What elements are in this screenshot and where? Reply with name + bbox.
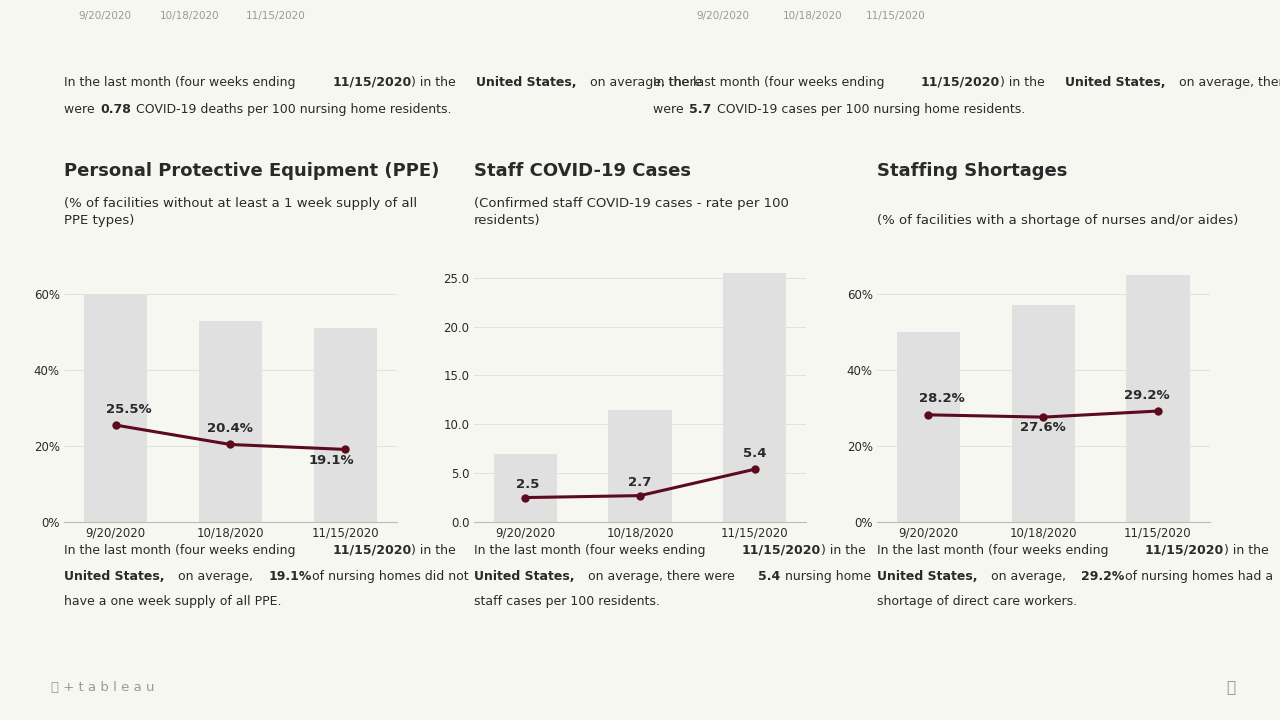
Text: In the last month (four weeks ending: In the last month (four weeks ending — [64, 544, 300, 557]
Text: 5.7: 5.7 — [689, 103, 712, 116]
Text: 11/15/2020: 11/15/2020 — [333, 544, 411, 557]
Text: United States,: United States, — [64, 570, 165, 582]
Text: United States,: United States, — [474, 570, 575, 582]
Text: United States,: United States, — [1065, 76, 1166, 89]
Text: were: were — [64, 103, 99, 116]
Text: In the last month (four weeks ending: In the last month (four weeks ending — [474, 544, 709, 557]
Text: (% of facilities without at least a 1 week supply of all
PPE types): (% of facilities without at least a 1 we… — [64, 197, 417, 227]
Bar — [1126, 275, 1189, 522]
Bar — [723, 273, 786, 522]
Text: In the last month (four weeks ending: In the last month (four weeks ending — [653, 76, 888, 89]
Text: 28.2%: 28.2% — [919, 392, 965, 405]
Text: 11/15/2020: 11/15/2020 — [867, 11, 925, 21]
Text: 9/20/2020: 9/20/2020 — [78, 11, 132, 21]
Text: Staffing Shortages: Staffing Shortages — [877, 162, 1068, 180]
Text: on average, there were: on average, there were — [584, 570, 739, 582]
Text: 11/15/2020: 11/15/2020 — [922, 76, 1000, 89]
Text: of nursing homes had a: of nursing homes had a — [1121, 570, 1272, 582]
Text: 11/15/2020: 11/15/2020 — [742, 544, 820, 557]
Text: were: were — [653, 103, 687, 116]
Text: COVID-19 deaths per 100 nursing home residents.: COVID-19 deaths per 100 nursing home res… — [132, 103, 452, 116]
Text: 25.5%: 25.5% — [106, 402, 152, 415]
Text: 0.78: 0.78 — [100, 103, 131, 116]
Text: nursing home: nursing home — [782, 570, 872, 582]
Text: staff cases per 100 residents.: staff cases per 100 residents. — [474, 595, 659, 608]
Text: ) in the: ) in the — [1224, 544, 1268, 557]
Text: 29.2%: 29.2% — [1082, 570, 1125, 582]
Text: shortage of direct care workers.: shortage of direct care workers. — [877, 595, 1076, 608]
Bar — [494, 454, 557, 522]
Text: 9/20/2020: 9/20/2020 — [696, 11, 750, 21]
Text: on average,: on average, — [987, 570, 1070, 582]
Text: on average, there: on average, there — [586, 76, 703, 89]
Text: COVID-19 cases per 100 nursing home residents.: COVID-19 cases per 100 nursing home resi… — [713, 103, 1025, 116]
Text: 29.2%: 29.2% — [1124, 389, 1170, 402]
Text: ) in the: ) in the — [411, 544, 456, 557]
Text: ) in the: ) in the — [1000, 76, 1048, 89]
Bar — [198, 320, 262, 522]
Bar — [1011, 305, 1075, 522]
Text: United States,: United States, — [476, 76, 577, 89]
Text: (Confirmed staff COVID-19 cases - rate per 100
residents): (Confirmed staff COVID-19 cases - rate p… — [474, 197, 788, 227]
Bar — [897, 332, 960, 522]
Bar — [608, 410, 672, 522]
Text: 10/18/2020: 10/18/2020 — [160, 11, 219, 21]
Text: 27.6%: 27.6% — [1020, 421, 1066, 434]
Text: 2.5: 2.5 — [516, 478, 539, 491]
Bar — [84, 294, 147, 522]
Text: ) in the: ) in the — [820, 544, 865, 557]
Text: ⥄ + t a b l e a u: ⥄ + t a b l e a u — [51, 681, 155, 694]
Text: ⎕: ⎕ — [1226, 680, 1235, 695]
Text: Staff COVID-19 Cases: Staff COVID-19 Cases — [474, 162, 691, 180]
Text: (% of facilities with a shortage of nurses and/or aides): (% of facilities with a shortage of nurs… — [877, 214, 1238, 227]
Text: 5.4: 5.4 — [742, 447, 767, 461]
Text: Personal Protective Equipment (PPE): Personal Protective Equipment (PPE) — [64, 162, 439, 180]
Text: 19.1%: 19.1% — [269, 570, 312, 582]
Text: of nursing homes did not: of nursing homes did not — [308, 570, 468, 582]
Text: 11/15/2020: 11/15/2020 — [246, 11, 305, 21]
Text: 19.1%: 19.1% — [308, 454, 355, 467]
Text: In the last month (four weeks ending: In the last month (four weeks ending — [64, 76, 300, 89]
Text: ) in the: ) in the — [411, 76, 460, 89]
Text: have a one week supply of all PPE.: have a one week supply of all PPE. — [64, 595, 282, 608]
Text: 10/18/2020: 10/18/2020 — [783, 11, 842, 21]
Text: United States,: United States, — [877, 570, 978, 582]
Text: 5.4: 5.4 — [758, 570, 780, 582]
Bar — [314, 328, 376, 522]
Text: In the last month (four weeks ending: In the last month (four weeks ending — [877, 544, 1112, 557]
Text: 2.7: 2.7 — [628, 476, 652, 489]
Text: 20.4%: 20.4% — [207, 422, 253, 435]
Text: 11/15/2020: 11/15/2020 — [1146, 544, 1224, 557]
Text: on average,: on average, — [174, 570, 257, 582]
Text: 11/15/2020: 11/15/2020 — [333, 76, 411, 89]
Text: on average, there: on average, there — [1175, 76, 1280, 89]
